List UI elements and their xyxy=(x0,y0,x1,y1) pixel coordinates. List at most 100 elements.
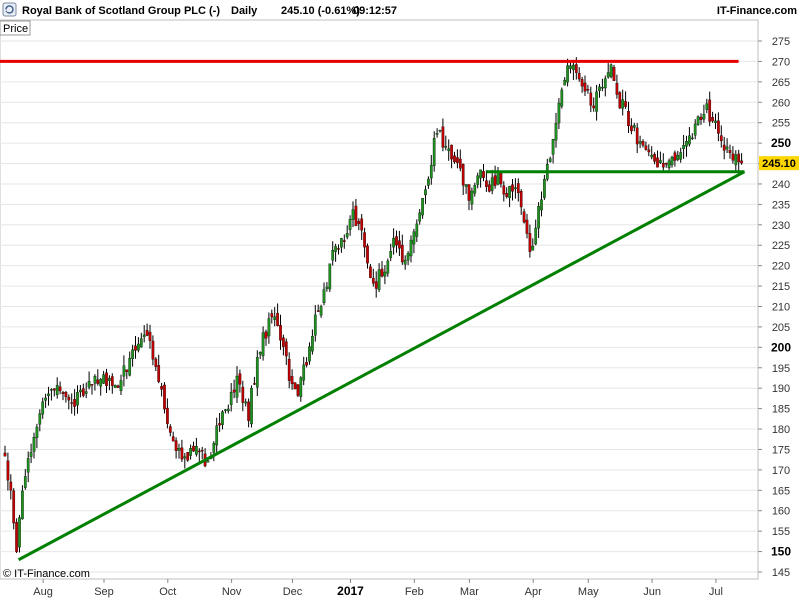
candle xyxy=(261,326,265,361)
candle xyxy=(734,150,738,172)
interval-label: Daily xyxy=(231,5,258,17)
candle xyxy=(90,384,94,395)
candle xyxy=(398,230,401,256)
candle xyxy=(235,366,239,403)
candle xyxy=(316,304,320,312)
grid xyxy=(0,40,758,573)
y-tick-label: 250 xyxy=(771,136,791,150)
candle xyxy=(337,244,340,255)
candle xyxy=(624,91,627,109)
last-price-value: 245.10 xyxy=(762,158,796,170)
candle xyxy=(238,369,242,393)
refresh-icon[interactable] xyxy=(2,2,17,17)
candle xyxy=(195,437,198,457)
candle xyxy=(505,187,509,199)
candle xyxy=(299,376,303,402)
candle xyxy=(258,351,262,360)
candle xyxy=(221,410,224,430)
candle xyxy=(226,404,230,414)
instrument-title: Royal Bank of Scotland Group PLC (-) xyxy=(22,5,220,17)
candle xyxy=(699,113,703,125)
candle xyxy=(342,234,346,249)
candle xyxy=(366,243,369,269)
candle xyxy=(166,398,169,429)
candle xyxy=(267,312,271,344)
y-tick-label: 210 xyxy=(772,302,790,314)
candle xyxy=(554,112,558,148)
candle xyxy=(415,219,419,242)
candle xyxy=(696,115,700,126)
candle xyxy=(87,371,91,390)
candle xyxy=(322,282,326,306)
candle xyxy=(453,151,456,164)
candle xyxy=(232,379,236,399)
candle xyxy=(3,445,7,457)
candle xyxy=(171,431,175,442)
candle xyxy=(168,424,172,437)
candle xyxy=(531,238,535,251)
candle xyxy=(145,323,149,337)
y-tick-label: 190 xyxy=(772,383,790,395)
candle xyxy=(392,228,395,255)
candle xyxy=(612,65,616,81)
candle xyxy=(157,354,161,384)
candle xyxy=(374,271,378,298)
y-tick-label: 175 xyxy=(772,444,790,456)
candle xyxy=(276,303,279,327)
candle xyxy=(229,383,233,412)
y-tick-label: 235 xyxy=(772,199,790,211)
candle xyxy=(308,342,311,365)
candle xyxy=(618,91,622,109)
candle xyxy=(105,368,108,394)
candle xyxy=(487,180,491,193)
price-label: Price xyxy=(3,23,28,35)
candle xyxy=(679,147,683,163)
x-tick-label: Feb xyxy=(405,586,424,598)
x-tick-label: Oct xyxy=(159,586,176,598)
candle xyxy=(270,309,274,324)
y-tick-label: 255 xyxy=(772,118,790,130)
candle xyxy=(287,352,291,389)
candle xyxy=(9,474,13,500)
x-tick-label: Aug xyxy=(33,586,53,598)
candle xyxy=(563,77,567,86)
candle xyxy=(354,198,358,227)
y-tick-label: 185 xyxy=(772,404,790,416)
candle xyxy=(345,225,349,240)
candle xyxy=(479,169,482,188)
candle xyxy=(52,388,56,397)
candle xyxy=(293,382,297,390)
candle xyxy=(461,163,465,195)
candle xyxy=(598,83,601,98)
y-tick-label: 170 xyxy=(772,465,790,477)
candle xyxy=(728,144,732,159)
candle xyxy=(241,380,245,412)
candle xyxy=(589,86,593,113)
candle xyxy=(369,263,372,279)
candle xyxy=(50,388,53,401)
candle xyxy=(664,162,668,168)
candle xyxy=(690,133,694,140)
candle xyxy=(15,518,18,554)
candle xyxy=(108,375,111,391)
candle xyxy=(458,149,462,172)
candle xyxy=(685,135,688,157)
price-change: 245.10 (-0.61%) xyxy=(281,5,360,17)
candle xyxy=(551,138,555,164)
candle xyxy=(647,144,651,157)
x-tick-label: 2017 xyxy=(337,584,364,598)
candle xyxy=(313,305,317,342)
candle xyxy=(438,129,442,133)
candle xyxy=(688,127,691,147)
candle xyxy=(125,369,129,379)
candle xyxy=(737,149,741,173)
y-tick-label: 145 xyxy=(772,567,790,579)
x-tick-label: Jun xyxy=(643,586,661,598)
candle xyxy=(586,84,590,94)
candle xyxy=(670,155,674,168)
candle xyxy=(580,76,584,93)
candle xyxy=(93,374,97,391)
last-price-tag: 245.10 xyxy=(759,156,799,171)
candle xyxy=(516,178,520,202)
candle xyxy=(467,184,471,211)
